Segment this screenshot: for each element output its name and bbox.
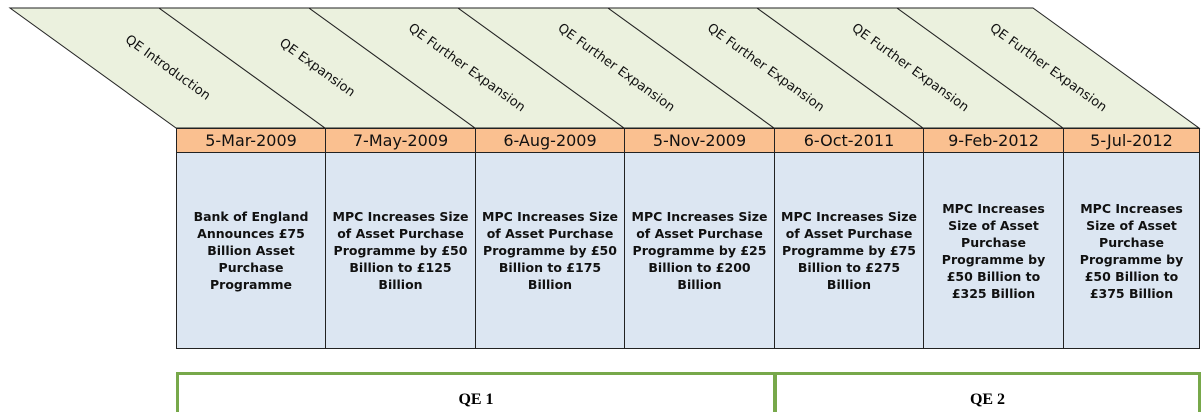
- phase-headers: QE Introduction QE Expansion QE Further Ex…: [8, 7, 1201, 129]
- date-cell: 9-Feb-2012: [923, 128, 1064, 153]
- description-cell: MPC Increases Size of Asset Purchase Pro…: [774, 152, 924, 349]
- date-cell: 6-Aug-2009: [475, 128, 625, 153]
- description-cell: MPC Increases Size of Asset Purchase Pro…: [923, 152, 1064, 349]
- group-box: QE 1: [176, 372, 776, 412]
- date-cell: 5-Mar-2009: [176, 128, 326, 153]
- description-cell: MPC Increases Size of Asset Purchase Pro…: [475, 152, 625, 349]
- date-cell: 7-May-2009: [325, 128, 476, 153]
- group-box: QE 2: [774, 372, 1201, 412]
- description-cell: MPC Increases Size of Asset Purchase Pro…: [624, 152, 775, 349]
- date-cell: 5-Jul-2012: [1063, 128, 1200, 153]
- date-cell: 6-Oct-2011: [774, 128, 924, 153]
- description-cell: Bank of England Announces £75 Billion As…: [176, 152, 326, 349]
- date-cell: 5-Nov-2009: [624, 128, 775, 153]
- description-cell: MPC Increases Size of Asset Purchase Pro…: [1063, 152, 1200, 349]
- description-cell: MPC Increases Size of Asset Purchase Pro…: [325, 152, 476, 349]
